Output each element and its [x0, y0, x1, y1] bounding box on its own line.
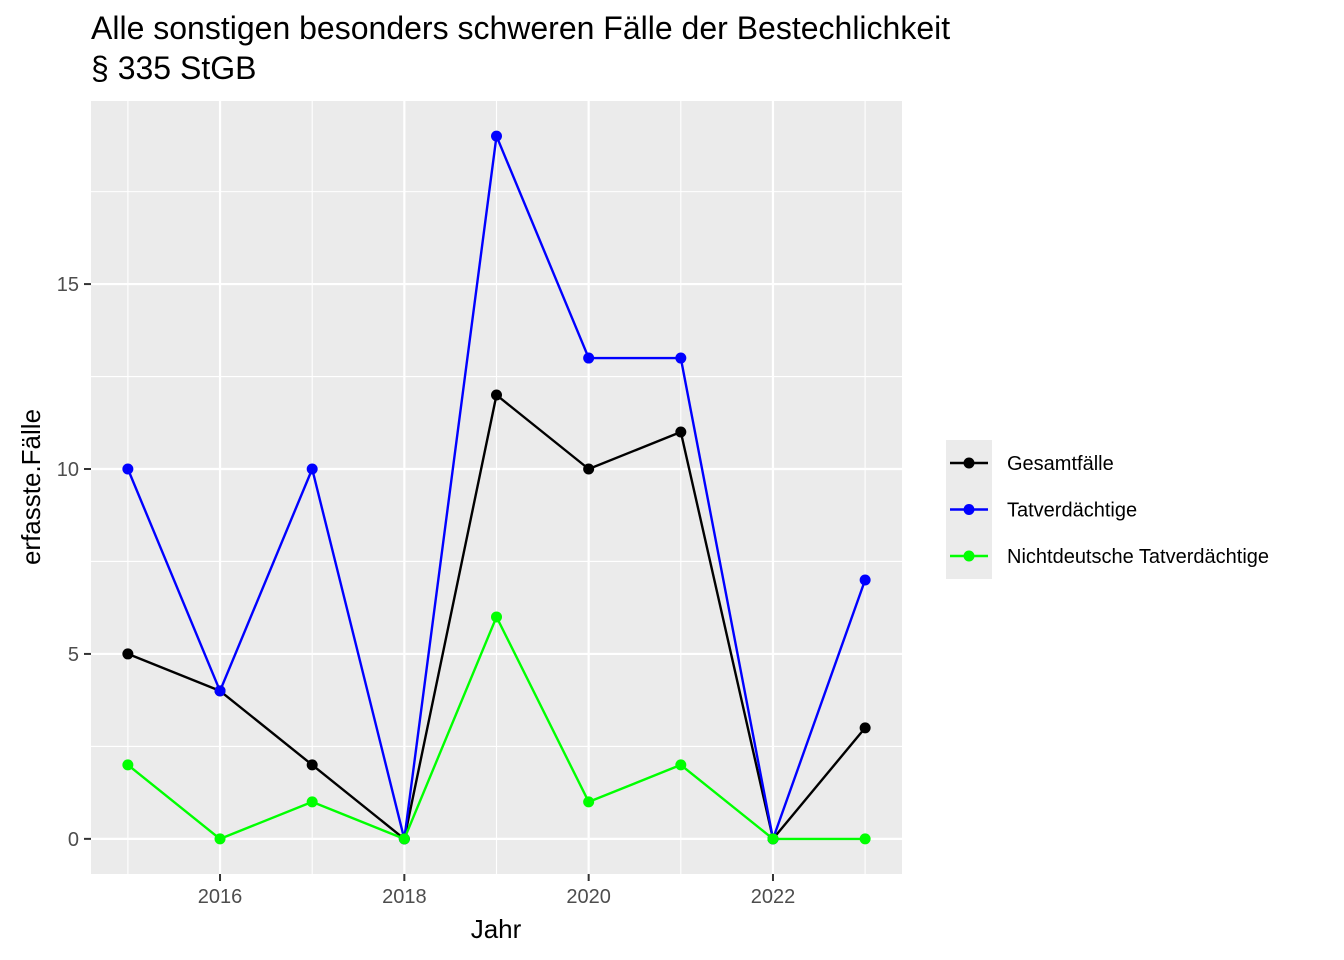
- data-point-s2: [675, 759, 687, 771]
- y-axis-title: erfasste.Fälle: [16, 409, 46, 565]
- legend: Gesamtfälle Tatverdächtige Nichtdeutsche T…: [946, 440, 1269, 579]
- axes: 2016 2018 2020 2022 0 5 10 15: [57, 274, 795, 908]
- data-point-s0: [122, 648, 134, 660]
- data-point-s0: [675, 426, 687, 438]
- y-tick-label: 5: [68, 644, 79, 666]
- y-tick-label: 15: [57, 274, 79, 296]
- data-point-s2: [491, 611, 502, 623]
- legend-label: Nichtdeutsche Tatverdächtige: [1007, 546, 1269, 568]
- data-point-s0: [306, 759, 318, 771]
- data-point-s1: [675, 352, 687, 364]
- minor-gridlines: [91, 101, 902, 874]
- data-point-s2: [583, 796, 595, 808]
- data-point-s0: [491, 389, 502, 401]
- data-point-s1: [122, 463, 134, 475]
- legend-label: Gesamtfälle: [1007, 453, 1114, 475]
- x-tick-label: 2022: [751, 886, 796, 908]
- series-points: [122, 130, 871, 845]
- data-point-s1: [306, 463, 318, 475]
- x-tick-label: 2016: [198, 886, 243, 908]
- data-point-s1: [491, 130, 502, 142]
- legend-label: Tatverdächtige: [1007, 500, 1137, 522]
- data-point-s2: [767, 833, 779, 845]
- data-point-s0: [583, 463, 595, 475]
- data-point-s2: [859, 833, 871, 845]
- legend-key-point: [963, 504, 975, 515]
- y-tick-label: 0: [68, 829, 79, 851]
- major-gridlines: [91, 101, 902, 874]
- data-point-s2: [122, 759, 134, 771]
- legend-key-point: [963, 550, 975, 562]
- legend-key-point: [963, 457, 975, 469]
- x-tick-label: 2020: [566, 886, 611, 908]
- data-point-s2: [398, 833, 410, 845]
- data-point-s1: [859, 574, 871, 586]
- x-axis-title: Jahr: [471, 914, 522, 944]
- x-tick-label: 2018: [382, 886, 427, 908]
- y-tick-label: 10: [57, 459, 79, 481]
- chart-subtitle: § 335 StGB: [91, 50, 257, 86]
- data-point-s1: [214, 685, 226, 697]
- data-point-s1: [583, 352, 595, 364]
- data-point-s2: [306, 796, 318, 808]
- data-point-s0: [859, 722, 871, 734]
- chart-title: Alle sonstigen besonders schweren Fälle …: [91, 10, 951, 46]
- data-point-s2: [214, 833, 226, 845]
